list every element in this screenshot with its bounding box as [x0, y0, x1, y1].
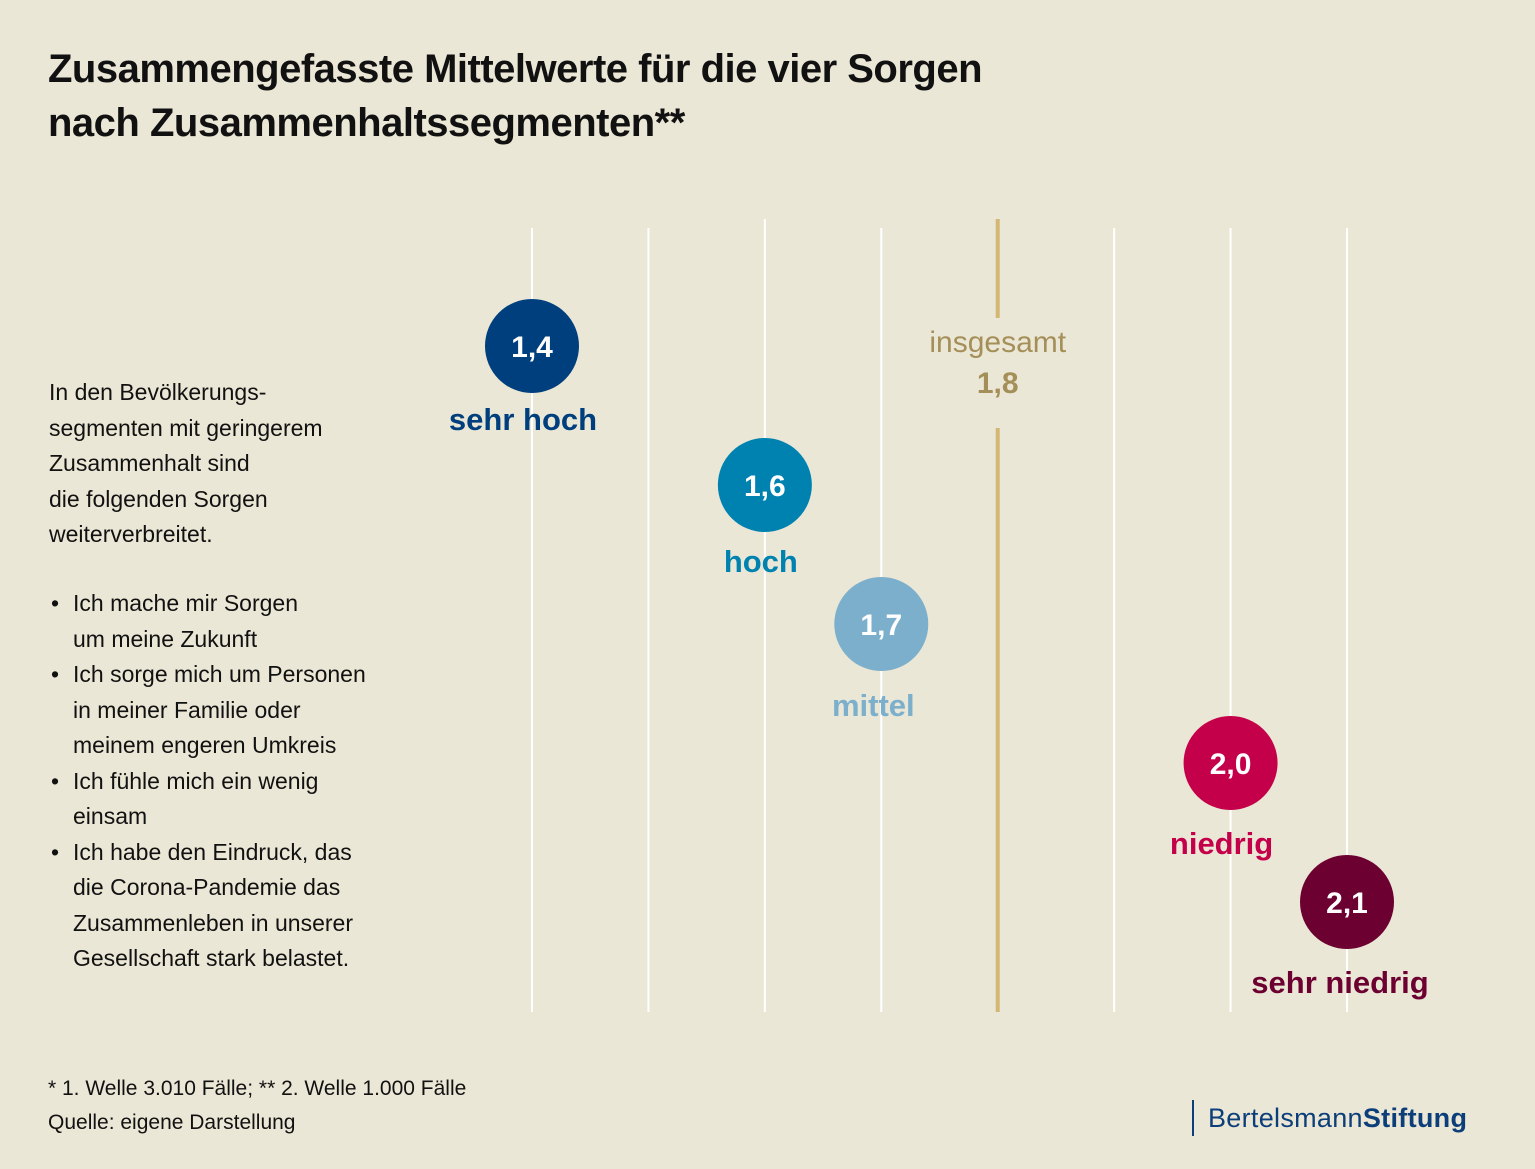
bullet-icon: • — [51, 767, 60, 794]
logo-text-part1: Bertelsmann — [1208, 1102, 1363, 1133]
segment-label: sehr niedrig — [1251, 965, 1428, 1000]
intro-line: Zusammenhalt sind — [49, 450, 250, 476]
bullet-icon: • — [51, 661, 60, 687]
worry-item: • Ich fühle mich ein wenig einsam — [49, 764, 429, 835]
intro-line: die folgenden Sorgen — [49, 485, 268, 512]
data-point-sehr-niedrig — [1300, 855, 1394, 949]
footnote: * 1. Welle 3.010 Fälle; ** 2. Welle 1.00… — [48, 1072, 466, 1140]
segment-label: sehr hoch — [449, 402, 597, 437]
worries-list: • Ich mache mir Sorgen um meine Zukunft … — [49, 586, 429, 977]
worry-line: Ich habe den Eindruck, das — [73, 838, 352, 865]
data-point-sehr-hoch — [485, 299, 579, 393]
data-label-value: 1,7 — [860, 609, 902, 642]
data-label-value: 2,1 — [1326, 887, 1368, 920]
segment-label: hoch — [724, 544, 798, 579]
data-point-niedrig — [1183, 716, 1278, 810]
worry-line: Ich fühle mich ein wenig — [73, 767, 319, 794]
logo-text: BertelsmannStiftung — [1208, 1103, 1467, 1134]
bertelsmann-stiftung-logo: BertelsmannStiftung — [1192, 1100, 1467, 1136]
worry-line: Ich sorge mich um Personen — [73, 661, 366, 687]
reference-value: 1,8 — [977, 367, 1019, 400]
data-point-hoch — [717, 438, 812, 532]
reference-label: insgesamt — [929, 326, 1066, 359]
worry-line: in meiner Familie oder — [73, 696, 301, 723]
logo-text-part2: Stiftung — [1362, 1102, 1468, 1133]
worry-line: meinem engeren Umkreis — [73, 732, 337, 758]
worry-line: Gesellschaft stark belastet. — [73, 945, 350, 971]
intro-line: weiterverbreitet. — [49, 521, 213, 547]
worry-item: • Ich mache mir Sorgen um meine Zukunft — [49, 586, 429, 657]
footnote-source: Quelle: eigene Darstellung — [48, 1111, 296, 1134]
logo-bar-icon — [1192, 1100, 1194, 1136]
title-line-2: nach Zusammenhaltssegmenten** — [48, 101, 685, 145]
chart-title: Zusammengefasste Mittelwerte für die vie… — [48, 42, 983, 150]
segment-label: niedrig — [1170, 826, 1273, 861]
data-label-value: 1,6 — [744, 470, 786, 503]
worry-line: um meine Zukunft — [73, 625, 258, 652]
worry-line: Ich mache mir Sorgen — [73, 590, 298, 616]
worry-item: • Ich habe den Eindruck, das die Corona-… — [49, 835, 429, 977]
worry-line: Zusammenleben in unserer — [73, 909, 353, 936]
footnote-sample: * 1. Welle 3.010 Fälle; ** 2. Welle 1.00… — [48, 1077, 467, 1100]
bullet-icon: • — [51, 838, 60, 865]
worry-line: einsam — [73, 803, 148, 829]
data-label-value: 1,4 — [511, 331, 553, 364]
intro-line: segmenten mit geringerem — [49, 414, 323, 441]
segment-label: mittel — [832, 688, 915, 723]
intro-text: In den Bevölkerungs- segmenten mit gerin… — [49, 375, 429, 553]
intro-line: In den Bevölkerungs- — [49, 379, 267, 405]
title-line-1: Zusammengefasste Mittelwerte für die vie… — [48, 47, 983, 91]
data-label-value: 2,0 — [1210, 748, 1252, 781]
worry-line: die Corona-Pandemie das — [73, 874, 341, 900]
bullet-icon: • — [51, 590, 60, 616]
data-point-mittel — [834, 577, 929, 671]
worry-item: • Ich sorge mich um Personen in meiner F… — [49, 657, 429, 764]
